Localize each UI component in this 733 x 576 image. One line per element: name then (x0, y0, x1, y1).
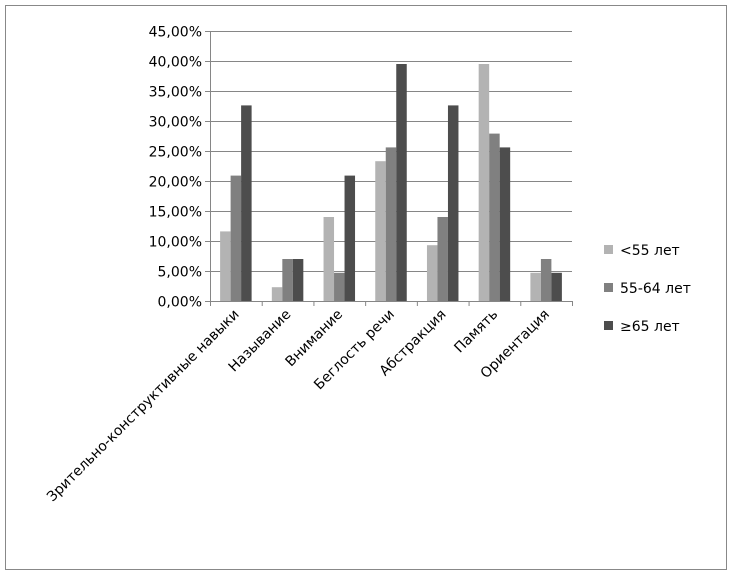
bar (478, 64, 490, 301)
y-tick-label: 35,00% (149, 85, 202, 101)
bar (241, 105, 252, 302)
bar (282, 259, 293, 301)
bar (220, 231, 231, 301)
bar (499, 147, 511, 301)
y-tick-label: 10,00% (149, 235, 202, 251)
bar (271, 287, 283, 301)
bar (551, 272, 562, 301)
bar (385, 147, 397, 301)
bar (396, 64, 407, 301)
bar (334, 272, 345, 301)
bar (447, 105, 459, 302)
legend-swatch (604, 321, 613, 330)
bar (230, 175, 242, 301)
y-tick-label: 5,00% (158, 265, 202, 281)
legend-swatch (604, 283, 613, 292)
bar (323, 217, 335, 301)
bar (530, 272, 541, 301)
bar (540, 259, 552, 301)
y-tick-label: 30,00% (149, 115, 202, 131)
y-tick-label: 20,00% (149, 175, 202, 191)
bar (437, 217, 448, 301)
bar (375, 161, 386, 301)
bar (426, 245, 438, 301)
legend-label: ≥65 лет (620, 319, 680, 335)
y-tick-label: 15,00% (149, 205, 202, 221)
y-tick-label: 0,00% (158, 295, 202, 311)
legend-label: 55-64 лет (620, 281, 691, 297)
legend-swatch (604, 245, 613, 254)
y-tick-label: 45,00% (149, 25, 202, 41)
bar (489, 133, 500, 301)
y-tick-label: 25,00% (149, 145, 202, 161)
bar (292, 259, 304, 301)
y-tick-label: 40,00% (149, 55, 202, 71)
bar (344, 175, 356, 301)
legend-label: <55 лет (620, 243, 680, 259)
chart-frame (5, 5, 727, 570)
